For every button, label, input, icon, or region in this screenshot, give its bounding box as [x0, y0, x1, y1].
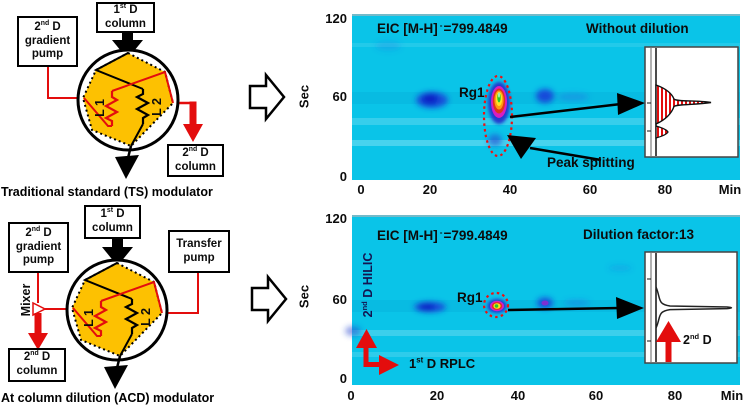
top-rg1-label: Rg1	[459, 85, 485, 100]
ts-red-exit-arrow	[189, 101, 197, 126]
ts-inlet-arrow	[122, 32, 133, 41]
ts-loop2-label: L 2	[150, 98, 164, 116]
top-x-axis-unit: Min	[718, 182, 742, 197]
inset-pointer-arrow-bottom	[616, 297, 644, 319]
bottom-y-tick-0: 0	[339, 371, 347, 386]
ts-loop2-coil	[134, 89, 151, 124]
block-arrow-top-icon	[248, 71, 286, 123]
ts-loop1-label: L 1	[93, 99, 107, 117]
rg1-spot-bottom	[487, 299, 507, 313]
acd-second-d-column-box: 2nd D column	[8, 348, 66, 382]
bottom-eic-label: EIC [M-H] -=799.4849	[377, 227, 508, 243]
first-d-rplc-label: 1st D RPLC	[409, 355, 476, 371]
bottom-x-tick-40: 40	[510, 388, 526, 403]
rg1-dotted-marker-bottom	[482, 291, 510, 319]
inset-pointer-arrow-top	[617, 93, 645, 115]
top-y-tick-0: 0	[339, 169, 347, 184]
bottom-y-axis-title: Sec	[296, 284, 312, 309]
bottom-x-tick-60: 60	[588, 388, 604, 403]
ts-first-d-column-box: 1st D column	[96, 2, 155, 33]
ts-waste-arrow	[115, 155, 139, 179]
bottom-condition-label: Dilution factor:13	[583, 227, 695, 242]
peak-splitting-label: Peak splitting	[547, 155, 635, 170]
top-inset-profile	[644, 46, 739, 158]
ts-second-d-column-box: 2nd D column	[167, 144, 224, 177]
top-x-tick-20: 20	[422, 182, 438, 197]
acd-caption: At column dilution (ACD) modulator	[1, 391, 215, 405]
acd-loop2-label: L 2	[139, 308, 153, 326]
acd-loop1-label: L 1	[82, 309, 96, 327]
bottom-chromatogram	[345, 215, 740, 385]
top-x-tick-60: 60	[582, 182, 598, 197]
acd-inlet-arrow	[112, 239, 123, 248]
acd-loop1-coil	[92, 301, 109, 336]
bottom-x-axis-unit: Min	[720, 388, 744, 403]
acd-red-exit-arrow	[34, 313, 42, 335]
mixer-label: Mixer	[19, 283, 33, 317]
top-chromatogram	[352, 14, 740, 180]
bottom-x-tick-20: 20	[429, 388, 445, 403]
top-y-axis-title: Sec	[296, 84, 312, 109]
inset-second-d-label: 2nd D	[683, 331, 712, 347]
bottom-y-tick-60: 60	[332, 292, 347, 307]
top-x-tick-0: 0	[357, 182, 365, 197]
top-y-tick-120: 120	[325, 11, 347, 26]
top-x-tick-80: 80	[657, 182, 673, 197]
top-y-tick-60: 60	[332, 89, 347, 104]
bottom-x-tick-0: 0	[347, 388, 355, 403]
acd-second-d-pump-box: 2nd D gradient pump	[8, 222, 69, 273]
acd-first-d-column-box: 1st D column	[84, 205, 141, 239]
bottom-rg1-label: Rg1	[457, 290, 483, 305]
ts-loop1-coil	[103, 91, 120, 126]
bottom-inset-profile	[644, 251, 738, 364]
acd-loop2-coil	[123, 299, 140, 334]
acd-valve-diagram	[28, 239, 199, 389]
ts-valve-diagram	[47, 32, 203, 179]
acd-waste-arrow	[104, 365, 128, 389]
transfer-pump-box: Transfer pump	[168, 230, 230, 273]
second-d-arrow-icon	[656, 321, 681, 362]
top-x-tick-40: 40	[502, 182, 518, 197]
bottom-x-tick-80: 80	[667, 388, 683, 403]
dimension-axes-icon	[356, 329, 399, 375]
ts-caption: Traditional standard (TS) modulator	[1, 185, 213, 199]
bottom-y-tick-120: 120	[325, 211, 347, 226]
mixer-junction-icon	[32, 301, 47, 317]
top-condition-label: Without dilution	[586, 21, 689, 36]
block-arrow-bottom-icon	[250, 273, 288, 325]
top-eic-label: EIC [M-H] -=799.4849	[377, 20, 508, 36]
rg1-spot-top	[488, 82, 510, 124]
ts-second-d-pump-box: 2nd D gradient pump	[17, 16, 78, 67]
second-d-hilic-label: 2nd D HILIC	[359, 252, 375, 318]
peak-splitting-arrow	[507, 135, 536, 159]
